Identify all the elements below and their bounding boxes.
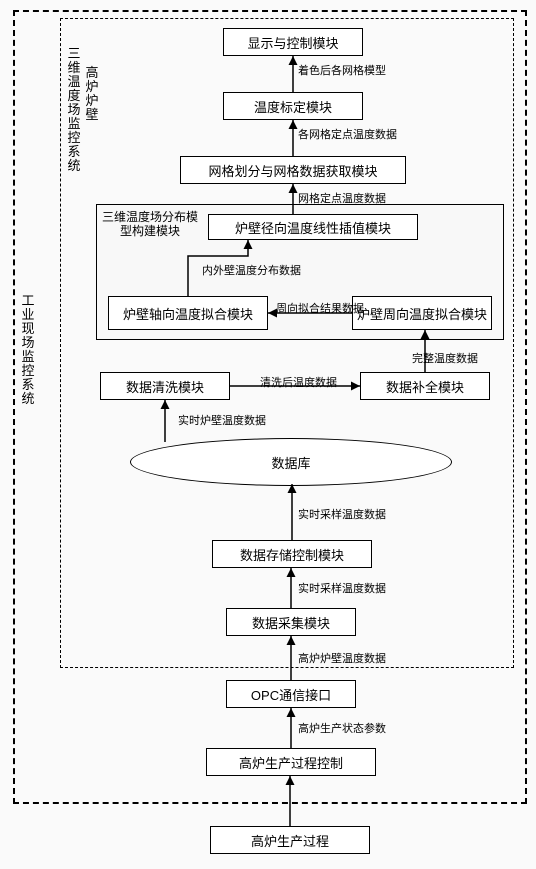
node-data-clean: 数据清洗模块 [100,372,230,400]
edge-label-0: 着色后各网格模型 [298,62,386,78]
node-temp-calibration: 温度标定模块 [223,92,363,120]
edge-label-7: 实时炉壁温度数据 [178,412,266,428]
edge-label-9: 实时采样温度数据 [298,580,386,596]
edge-label-5: 完整温度数据 [412,350,478,366]
node-data-complete: 数据补全模块 [360,372,490,400]
edge-label-1: 各网格定点温度数据 [298,126,397,142]
edge-label-6: 清洗后温度数据 [260,374,337,390]
edge-label-11: 高炉生产状态参数 [298,720,386,736]
node-production-control: 高炉生产过程控制 [206,748,376,776]
edge-label-3: 内外壁温度分布数据 [202,262,301,278]
node-opc-interface: OPC通信接口 [226,680,356,708]
model-group-label: 三维温度场分布模型构建模块 [100,210,200,238]
edge-label-10: 高炉炉壁温度数据 [298,650,386,666]
node-grid-partition: 网格划分与网格数据获取模块 [180,156,406,184]
node-radial-interp: 炉壁径向温度线性插值模块 [208,214,418,240]
node-display-control: 显示与控制模块 [223,28,363,56]
node-data-acquire: 数据采集模块 [226,608,356,636]
inner-system-label-sub: 高炉炉壁 [84,54,100,134]
edge-label-4: 周向拟合结果数据 [276,300,364,316]
node-storage-control: 数据存储控制模块 [212,540,372,568]
inner-system-label-main: 三维温度场监控系统 [66,30,82,190]
edge-label-8: 实时采样温度数据 [298,506,386,522]
outer-system-label: 工业现场监控系统 [20,250,36,450]
node-database: 数据库 [130,438,452,486]
node-production-process: 高炉生产过程 [210,826,370,854]
node-axial-fit: 炉壁轴向温度拟合模块 [108,296,268,330]
edge-label-2: 网格定点温度数据 [298,190,386,206]
node-circum-fit: 炉壁周向温度拟合模块 [352,296,492,330]
diagram-canvas: 三维温度场分布模型构建模块 工业现场监控系统 三维温度场监控系统 高炉炉壁 显示… [0,0,536,869]
